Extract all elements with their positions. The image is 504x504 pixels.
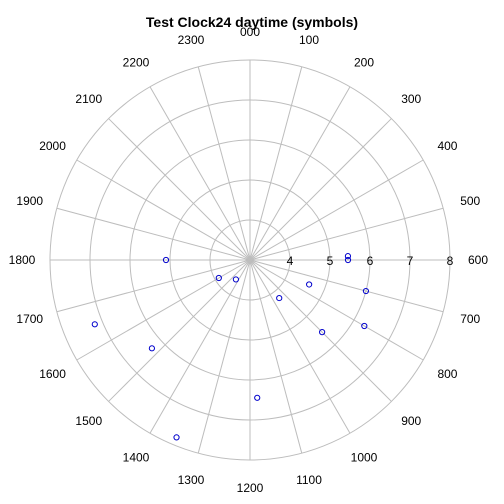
spoke-9 (249, 259, 392, 402)
hour-label: 1100 (296, 473, 322, 487)
hour-label: 2300 (178, 33, 205, 47)
hour-label-layer: 000 100 200 300 400 500 600 700 800 900 1000 1100 12… (9, 25, 489, 495)
data-point (361, 322, 368, 330)
spoke-8 (249, 259, 424, 361)
radial-tick-label: 6 (367, 254, 374, 268)
hour-label: 800 (437, 367, 457, 381)
data-point (91, 321, 98, 328)
data-point (215, 274, 222, 282)
chart-title: Test Clock24 daytime (symbols) (146, 14, 358, 30)
hour-label: 1400 (123, 450, 150, 464)
hour-label: 000 (240, 25, 260, 39)
spoke-22 (149, 86, 251, 261)
spoke-10 (249, 259, 351, 434)
data-point (276, 294, 283, 302)
spoke-11 (249, 259, 303, 454)
spoke-3 (249, 118, 392, 261)
data-point (344, 253, 352, 260)
data-point (362, 287, 370, 295)
spoke-13 (197, 259, 251, 454)
hour-label: 700 (460, 312, 480, 326)
radial-tick-label: 5 (327, 254, 334, 268)
hour-label: 400 (437, 139, 457, 153)
spoke-17 (56, 259, 251, 313)
spoke-5 (249, 207, 444, 261)
radial-tick-label: 7 (407, 254, 414, 268)
hour-label: 1500 (75, 414, 102, 428)
spoke-7 (249, 259, 444, 313)
spoke-1 (249, 66, 303, 261)
hour-label: 600 (468, 253, 488, 267)
hour-label: 300 (401, 92, 421, 106)
hour-label: 1800 (9, 253, 36, 267)
hour-label: 1200 (237, 481, 264, 495)
spoke-16 (76, 259, 251, 361)
hour-label: 1000 (351, 450, 378, 464)
hour-label: 900 (401, 414, 421, 428)
spoke-14 (149, 259, 251, 434)
data-point (306, 281, 313, 288)
hour-label: 2200 (123, 56, 150, 70)
spoke-20 (76, 159, 251, 261)
data-point (232, 276, 239, 283)
hour-label: 2100 (75, 92, 102, 106)
radial-tick-label: 8 (447, 254, 454, 268)
data-point (319, 329, 326, 336)
hour-label: 100 (299, 33, 319, 47)
hour-label: 1600 (39, 367, 66, 381)
spoke-19 (56, 207, 251, 261)
data-point (162, 256, 170, 264)
hour-label: 2000 (39, 139, 66, 153)
hour-label: 1300 (178, 473, 205, 487)
hour-label: 1700 (16, 312, 43, 326)
radial-tick-label: 4 (287, 254, 294, 268)
spoke-21 (108, 118, 251, 261)
data-point (173, 434, 180, 441)
hour-label: 500 (460, 194, 480, 208)
data-point (148, 345, 156, 352)
hour-label: 1900 (16, 194, 43, 208)
spoke-2 (249, 86, 351, 261)
data-point-layer (91, 253, 370, 441)
hour-label: 200 (354, 56, 374, 70)
spoke-4 (249, 159, 424, 261)
radial-tick-layer: 4 5 6 7 8 (287, 254, 454, 268)
data-point (254, 394, 261, 401)
spoke-23 (197, 66, 251, 261)
spoke-15 (108, 259, 251, 402)
data-point (344, 256, 352, 264)
spoke-layer (50, 60, 450, 460)
